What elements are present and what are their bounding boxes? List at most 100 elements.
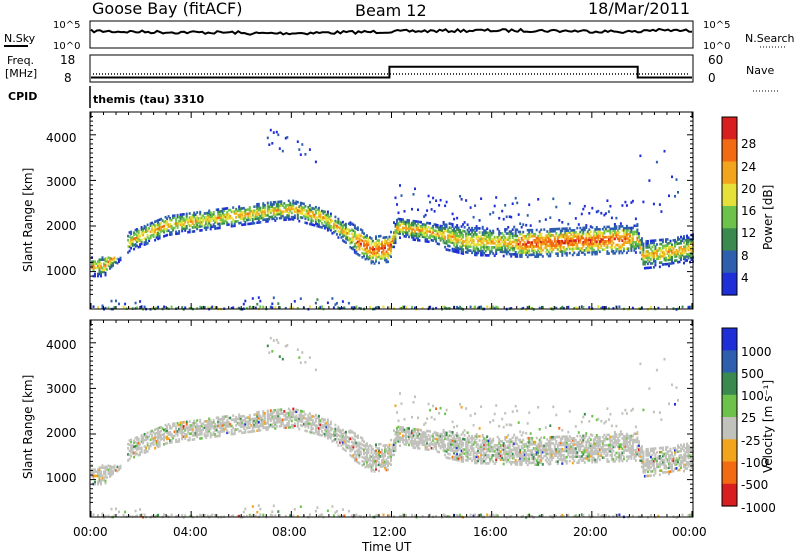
- power-cell: [109, 259, 111, 262]
- velocity-cell: [310, 422, 313, 426]
- power-cell: [271, 207, 274, 210]
- power-cell: [624, 239, 627, 242]
- power-cell: [674, 253, 676, 256]
- velocity-cell: [229, 422, 232, 426]
- velocity-cell: [110, 469, 113, 473]
- velocity-cell: [432, 437, 435, 440]
- power-cell: [576, 226, 579, 230]
- velocity-cell: [113, 466, 116, 470]
- power-cell: [196, 211, 199, 214]
- power-cell: [396, 229, 398, 232]
- power-cell: [567, 222, 570, 226]
- power-cell: [625, 241, 628, 244]
- power-cell: [358, 243, 361, 247]
- power-cell: [642, 262, 645, 266]
- power-cell: [585, 236, 588, 240]
- power-cell: [583, 240, 586, 244]
- velocity-cell: [262, 422, 265, 426]
- velocity-cell: [154, 428, 157, 431]
- power-cell: [418, 230, 421, 234]
- power-cell: [208, 221, 211, 225]
- power-cell: [385, 236, 388, 239]
- power-cell: [501, 248, 504, 252]
- power-cell: [244, 299, 247, 303]
- power-cell: [586, 251, 589, 254]
- velocity-cell: [172, 422, 175, 426]
- power-cell: [184, 225, 187, 228]
- power-cell: [565, 231, 568, 234]
- power-cell: [661, 238, 664, 242]
- power-cell: [199, 223, 202, 226]
- velocity-cell: [146, 435, 149, 439]
- power-cell: [475, 233, 478, 236]
- power-cell: [429, 230, 432, 233]
- power-cell: [328, 217, 331, 221]
- power-cell: [299, 212, 302, 215]
- power-cell: [634, 232, 637, 236]
- power-cell: [358, 247, 361, 251]
- power-cell: [631, 243, 634, 246]
- power-cell: [678, 246, 681, 249]
- power-cell: [487, 233, 490, 237]
- velocity-cell: [98, 476, 101, 480]
- power-cell: [370, 255, 373, 259]
- power-cell: [290, 217, 293, 221]
- velocity-cell: [197, 427, 200, 430]
- power-cell: [546, 252, 549, 256]
- power-cell: [582, 305, 585, 309]
- velocity-cell: [287, 415, 290, 419]
- power-cell: [329, 229, 332, 232]
- power-cell: [424, 227, 427, 231]
- velocity-cell: [250, 515, 253, 518]
- velocity-cell: [295, 408, 298, 412]
- velocity-cell: [203, 420, 206, 423]
- power-cell: [381, 253, 383, 256]
- velocity-cell: [244, 424, 247, 428]
- power-cell: [604, 246, 607, 249]
- power-cell: [191, 222, 194, 225]
- velocity-cell: [322, 420, 325, 423]
- velocity-cell: [157, 431, 160, 434]
- velocity-cell: [388, 447, 391, 451]
- power-cell: [565, 229, 568, 232]
- power-cell: [411, 227, 413, 231]
- power-cell: [631, 241, 634, 244]
- power-cell: [624, 235, 627, 238]
- power-cell: [516, 255, 519, 258]
- power-cell: [173, 222, 176, 226]
- velocity-cell: [302, 416, 305, 420]
- power-cell: [454, 229, 457, 233]
- power-cell: [661, 244, 664, 248]
- power-cell: [281, 210, 284, 214]
- power-cell: [666, 238, 669, 241]
- power-cell: [406, 233, 409, 236]
- velocity-cell: [332, 434, 335, 438]
- velocity-cell: [373, 462, 376, 465]
- velocity-cell: [420, 441, 422, 444]
- power-cell: [469, 233, 472, 236]
- power-cell: [493, 254, 496, 257]
- frequency-trace: [91, 65, 692, 79]
- power-cell: [633, 241, 636, 244]
- velocity-cell: [341, 508, 344, 511]
- velocity-cell: [353, 459, 356, 462]
- velocity-cell: [358, 449, 361, 453]
- power-cell: [646, 239, 649, 243]
- power-cell: [619, 235, 622, 238]
- power-cell: [347, 230, 350, 234]
- velocity-cell: [145, 446, 148, 450]
- velocity-cell: [373, 449, 376, 453]
- power-cell: [472, 245, 475, 248]
- velocity-cell: [229, 424, 232, 428]
- power-cell: [248, 305, 251, 309]
- power-cell: [95, 262, 98, 266]
- power-cell: [370, 257, 373, 261]
- velocity-cell: [176, 423, 179, 427]
- power-cell: [508, 236, 511, 239]
- power-cell: [690, 254, 693, 257]
- velocity-cell: [205, 430, 208, 433]
- velocity-cell: [350, 514, 353, 517]
- velocity-cell: [149, 432, 152, 435]
- power-cell: [637, 236, 640, 239]
- power-cell: [110, 261, 113, 265]
